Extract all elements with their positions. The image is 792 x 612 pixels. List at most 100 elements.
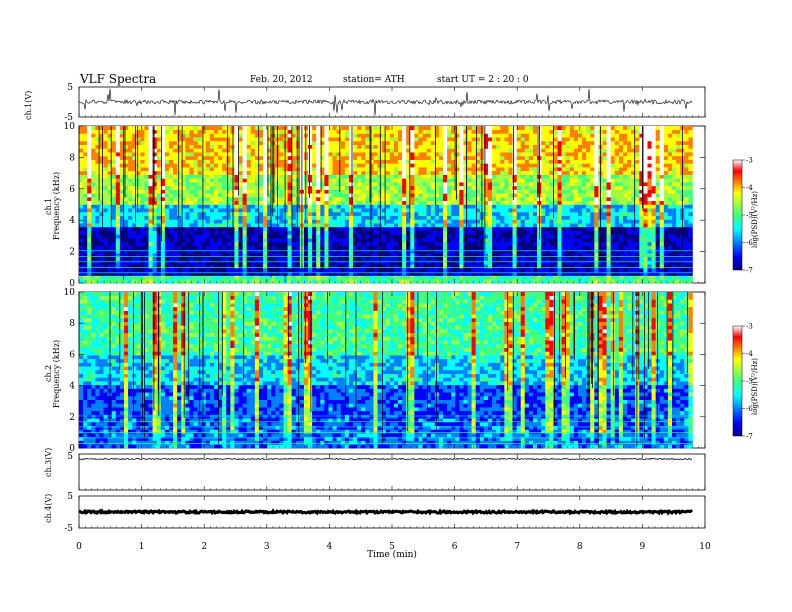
ch1-heat-cell [406,253,411,258]
ch1-heat-cell [254,189,260,194]
ch1-heat-cell [295,238,301,243]
ch1-heat-cell [410,249,415,254]
ch1-heat-cell [132,189,137,194]
ch1-heat-cell [111,279,117,284]
ch1-heat-cell [492,204,497,209]
ch1-heat-cell [136,279,141,284]
ch1-heat-cell [422,271,427,276]
ch1-heat-cell [95,275,100,280]
ch1-heat-cell [291,126,297,131]
ch1-heat-cell [524,155,530,160]
ch1-heat-cell [308,182,313,187]
ch1-heat-cell [95,249,100,254]
ch1-heat-cell [250,174,256,179]
ch1-heat-cell [316,155,321,160]
ch1-heat-cell [496,197,501,202]
ch1-heat-cell [447,279,452,284]
ch1-heat-cell [291,144,297,149]
ch1-heat-cell [393,234,399,239]
ch1-heat-cell [177,264,182,269]
ch1-heat-cell [348,219,354,224]
ch1-heat-cell [87,260,92,265]
ch1-heat-cell [508,174,513,179]
ch1-heat-cell [128,189,133,194]
ch1-heat-cell [438,223,444,228]
ch1-heat-cell [128,129,133,134]
ch1-heat-cell [144,178,149,183]
ch1-heat-cell [218,144,223,149]
ch1-heat-cell [483,159,489,164]
ch1-heat-cell [128,126,133,131]
ch1-heat-cell [561,253,566,258]
ch1-heat-cell [103,249,108,254]
ch1-heat-cell [504,174,509,179]
ch1-heat-cell [99,174,104,179]
ch1-heat-cell [541,137,546,142]
ch1-heat-cell [148,144,153,149]
ch1-heat-cell [197,253,202,258]
ch1-heat-cell [528,279,534,284]
ch1-heat-cell [545,249,550,254]
ch1-heat-cell [475,271,481,276]
ch1-heat-cell [344,260,350,265]
ch1-heat-cell [164,200,170,205]
ch1-heat-cell [189,245,194,250]
ch1-heat-cell [389,174,395,179]
ch1-heat-cell [381,279,387,284]
ch1-heat-cell [438,208,444,213]
ch1-heat-cell [152,268,158,273]
ch1-heat-cell [177,200,182,205]
ch1-heat-cell [144,241,149,246]
ch1-heat-cell [361,238,366,243]
ch1-heat-cell [504,182,509,187]
ch1-heat-cell [348,174,354,179]
ch1-heat-cell [316,275,321,280]
ch1-heat-cell [156,256,162,261]
ch1-heat-cell [222,129,227,134]
ch1-heat-cell [209,189,215,194]
ch1-heat-cell [267,271,272,276]
ch1-heat-cell [496,268,501,273]
ch1-heat-cell [402,271,407,276]
ch1-heat-cell [291,167,297,172]
ch1-heat-cell [320,256,325,261]
ch1-heat-cell [140,226,145,231]
ch1-heat-cell [316,178,321,183]
ch1-heat-cell [443,275,448,280]
ch1-heat-cell [426,253,432,258]
ch1-heat-cell [136,137,141,142]
ch1-heat-cell [303,245,309,250]
ch1-heat-cell [336,133,342,138]
ch1-heat-cell [291,193,297,198]
ch1-heat-cell [426,167,432,172]
ch1-heat-cell [328,137,333,142]
ch1-heat-cell [312,155,317,160]
ch1-heat-cell [79,226,84,231]
ch1-heat-cell [393,208,399,213]
ch1-heat-cell [340,182,346,187]
ch1-heat-cell [87,241,92,246]
ch1-heat-cell [459,159,464,164]
ch1-heat-cell [532,275,538,280]
ch1-heat-cell [308,140,313,145]
ch1-heat-cell [487,219,493,224]
ch1-heat-cell [156,152,162,157]
ch1-heat-cell [434,152,440,157]
ch1-heat-cell [483,178,489,183]
ch1-heat-cell [438,230,444,235]
ch1-heat-cell [254,215,260,220]
ch1-heat-cell [549,215,554,220]
ch1-heat-cell [557,275,562,280]
ch1-heat-cell [193,167,198,172]
ch1-heat-cell [353,234,358,239]
ch1-heat-cell [308,152,313,157]
ch1-heat-cell [193,155,198,160]
ch1-heat-cell [475,159,481,164]
ch1-heat-cell [369,174,374,179]
ch1-heat-cell [422,256,427,261]
ch1-heat-cell [295,126,301,131]
ch1-heat-cell [111,204,117,209]
ch1-heat-cell [164,268,170,273]
ch1-heat-cell [528,253,534,258]
ch1-heat-cell [205,170,211,175]
